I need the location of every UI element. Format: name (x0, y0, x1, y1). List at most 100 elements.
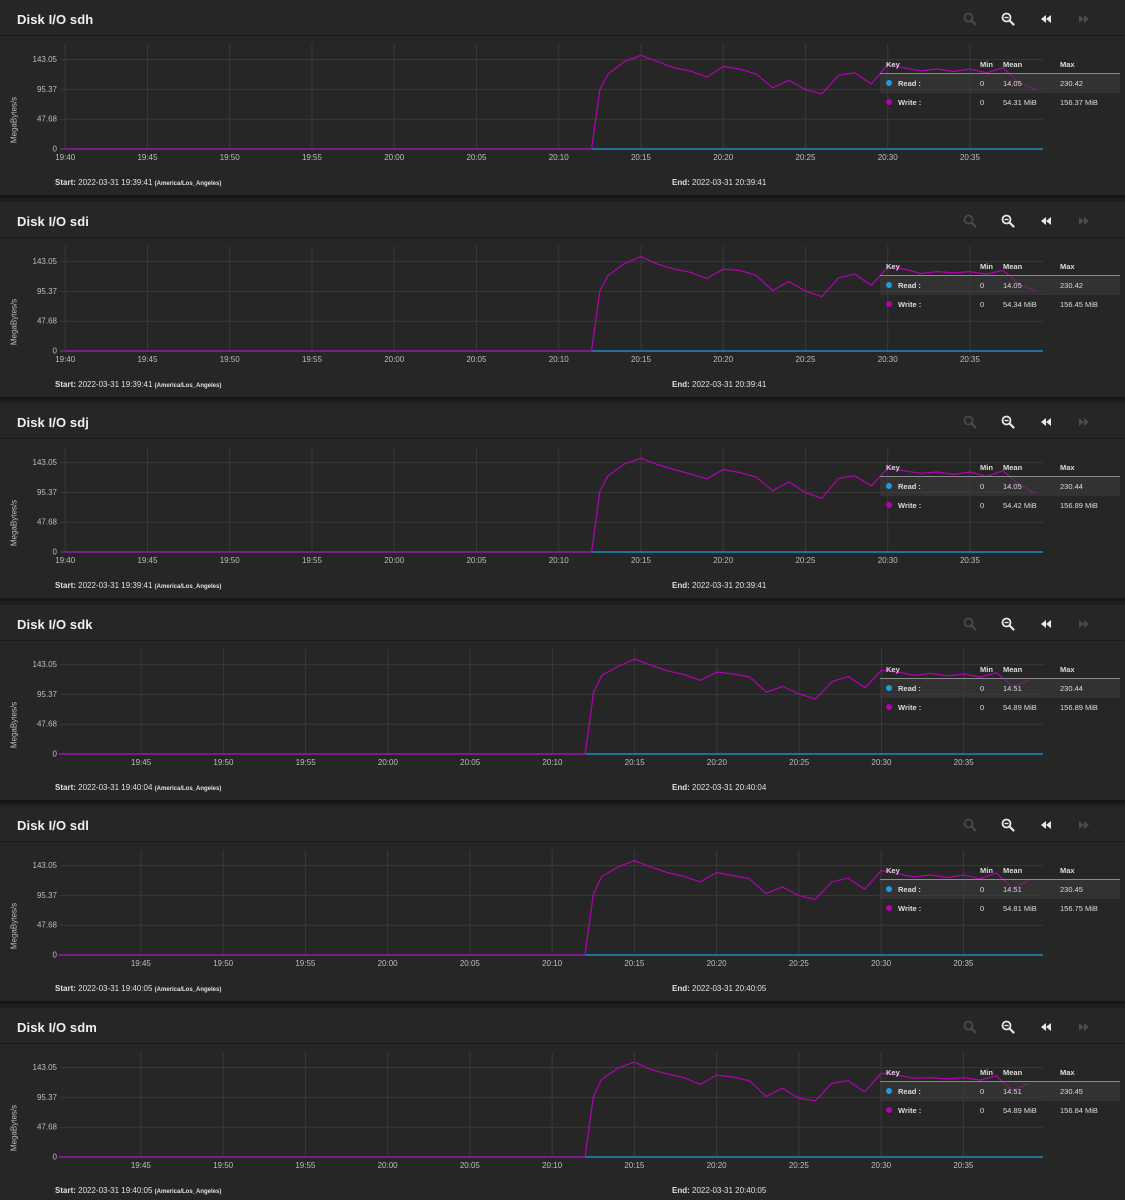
zoom-in-button[interactable] (960, 412, 980, 432)
zoom-in-button[interactable] (960, 211, 980, 231)
legend-row-write[interactable]: Write : 0 54.42 MiB 156.89 MiB (880, 496, 1120, 515)
zoom-out-button[interactable] (998, 614, 1018, 634)
legend-row-read[interactable]: Read : 0 14.05 230.44 (880, 477, 1120, 496)
x-tick-label: 20:15 (631, 355, 652, 364)
rewind-button[interactable] (1036, 211, 1056, 231)
legend-write-max: 156.89 MiB (1060, 703, 1098, 712)
legend-write-max: 156.37 MiB (1060, 98, 1098, 107)
timezone-label: (America/Los_Angeles) (154, 584, 222, 590)
legend-read-max: 230.44 (1060, 482, 1083, 491)
legend-row-read[interactable]: Read : 0 14.51 230.45 (880, 1082, 1120, 1101)
end-label: End: (672, 380, 690, 389)
legend-row-read[interactable]: Read : 0 14.05 230.42 (880, 276, 1120, 295)
end-label: End: (672, 1186, 690, 1195)
rewind-button[interactable] (1036, 614, 1056, 634)
x-tick-label: 20:00 (384, 355, 405, 364)
series-line-write (65, 54, 1037, 150)
x-tick-label: 20:35 (960, 355, 981, 364)
zoom-out-button[interactable] (998, 211, 1018, 231)
legend-header-min: Min (980, 262, 993, 271)
rewind-button[interactable] (1036, 1017, 1056, 1037)
rewind-icon (1041, 217, 1051, 225)
zoom-in-button[interactable] (960, 815, 980, 835)
panel-header: Disk I/O sdh (0, 0, 1125, 36)
legend-row-read[interactable]: Read : 0 14.51 230.44 (880, 679, 1120, 698)
panel-title: Disk I/O sdk (17, 617, 93, 632)
legend-header-max: Max (1060, 665, 1075, 674)
fast-forward-button[interactable] (1074, 1017, 1094, 1037)
legend-header: Key Min Mean Max (880, 458, 1120, 477)
legend-read-max: 230.44 (1060, 684, 1083, 693)
x-tick-label: 20:35 (954, 758, 975, 767)
legend-read-mean: 14.05 (1003, 482, 1022, 491)
disk-io-chart: 0 47.68 95.37 143.05 19:45 19:50 19:55 20:00 20:… (33, 649, 1043, 767)
zoom-in-button[interactable] (960, 9, 980, 29)
end-time: End: 2022-03-31 20:39:41 (672, 581, 766, 590)
panel-header: Disk I/O sdj (0, 403, 1125, 439)
zoom-out-icon (1001, 818, 1015, 832)
x-tick-label: 20:10 (542, 758, 563, 767)
x-tick-label: 19:40 (55, 153, 76, 162)
y-tick-label: 95.37 (37, 1093, 58, 1102)
legend-name-read: Read : (898, 885, 921, 894)
x-tick-label: 19:50 (220, 153, 241, 162)
x-tick-label: 20:20 (707, 959, 728, 968)
x-tick-label: 20:30 (878, 153, 899, 162)
legend-header: Key Min Mean Max (880, 55, 1120, 74)
zoom-in-button[interactable] (960, 614, 980, 634)
legend-row-read[interactable]: Read : 0 14.05 230.42 (880, 74, 1120, 93)
panel-header: Disk I/O sdl (0, 806, 1125, 842)
legend-row-write[interactable]: Write : 0 54.81 MiB 156.75 MiB (880, 899, 1120, 918)
disk-io-chart: 0 47.68 95.37 143.05 19:45 19:50 19:55 20:00 20:… (33, 1052, 1043, 1170)
fast-forward-button[interactable] (1074, 614, 1094, 634)
fast-forward-button[interactable] (1074, 815, 1094, 835)
rewind-button[interactable] (1036, 412, 1056, 432)
x-tick-label: 20:05 (466, 556, 487, 565)
zoom-in-button[interactable] (960, 1017, 980, 1037)
y-tick-label: 143.05 (33, 55, 58, 64)
panel-header: Disk I/O sdk (0, 605, 1125, 641)
x-tick-label: 19:45 (131, 959, 152, 968)
x-tick-label: 20:10 (542, 1161, 563, 1170)
legend-header-max: Max (1060, 463, 1075, 472)
legend-row-read[interactable]: Read : 0 14.51 230.45 (880, 880, 1120, 899)
timezone-label: (America/Los_Angeles) (154, 383, 222, 389)
legend-write-min: 0 (980, 703, 985, 712)
legend-row-write[interactable]: Write : 0 54.89 MiB 156.89 MiB (880, 698, 1120, 717)
legend-header-key: Key (886, 1068, 900, 1077)
legend-row-write[interactable]: Write : 0 54.34 MiB 156.45 MiB (880, 295, 1120, 314)
legend-row-write[interactable]: Write : 0 54.89 MiB 156.84 MiB (880, 1101, 1120, 1120)
x-tick-label: 20:15 (631, 556, 652, 565)
disk-io-chart: 0 47.68 95.37 143.05 19:40 19:45 19:50 19:55 20:… (33, 447, 1043, 565)
start-time: Start: 2022-03-31 19:40:04 (America/Los_… (55, 783, 221, 792)
x-tick-label: 19:40 (55, 556, 76, 565)
legend-row-write[interactable]: Write : 0 54.31 MiB 156.37 MiB (880, 93, 1120, 112)
legend-header: Key Min Mean Max (880, 861, 1120, 880)
end-label: End: (672, 581, 690, 590)
fast-forward-icon (1079, 620, 1089, 628)
x-tick-label: 19:40 (55, 355, 76, 364)
rewind-button[interactable] (1036, 9, 1056, 29)
zoom-out-button[interactable] (998, 1017, 1018, 1037)
legend-dot-write (886, 99, 892, 105)
start-label: Start: (55, 984, 76, 993)
end-label: End: (672, 178, 690, 187)
zoom-out-button[interactable] (998, 9, 1018, 29)
legend-read-mean: 14.51 (1003, 684, 1022, 693)
chart-panel: Disk I/O sdi 0 47.68 95.37 143.05 19:40 19:45 1… (0, 202, 1125, 400)
zoom-out-button[interactable] (998, 412, 1018, 432)
x-tick-label: 20:20 (707, 1161, 728, 1170)
fast-forward-button[interactable] (1074, 211, 1094, 231)
start-value: 2022-03-31 19:39:41 (78, 581, 153, 590)
legend-dot-write (886, 1107, 892, 1113)
rewind-button[interactable] (1036, 815, 1056, 835)
end-value: 2022-03-31 20:39:41 (692, 581, 767, 590)
fast-forward-button[interactable] (1074, 412, 1094, 432)
x-tick-label: 20:05 (460, 758, 481, 767)
fast-forward-button[interactable] (1074, 9, 1094, 29)
legend-header-max: Max (1060, 262, 1075, 271)
x-tick-label: 20:35 (953, 1161, 974, 1170)
zoom-out-button[interactable] (998, 815, 1018, 835)
chart-panel: Disk I/O sdl 0 47.68 95.37 143.05 19:45 19:50 1… (0, 806, 1125, 1004)
